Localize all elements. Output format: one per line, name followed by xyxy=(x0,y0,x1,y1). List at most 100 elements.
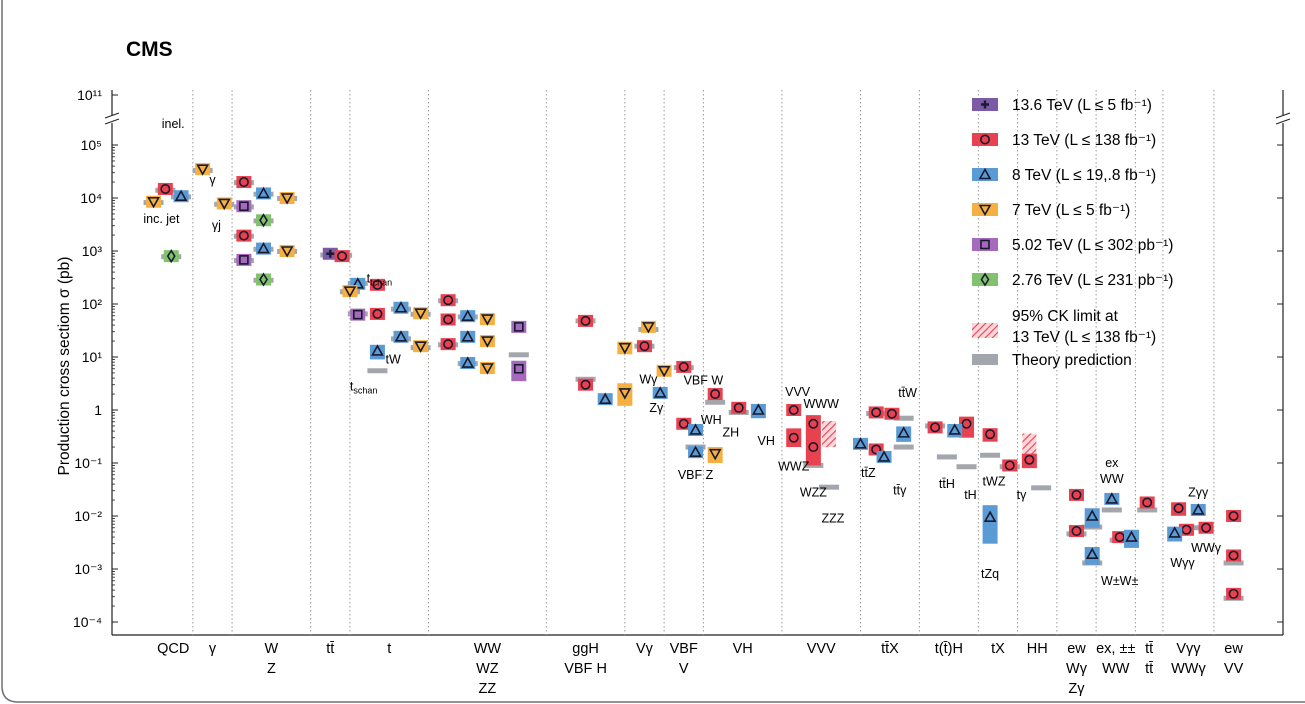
data-marker xyxy=(854,437,867,449)
data-marker xyxy=(257,241,270,254)
data-marker xyxy=(1228,588,1239,599)
data-marker xyxy=(639,341,650,352)
annotation: Wγγ xyxy=(1170,556,1195,570)
data-marker xyxy=(414,341,427,353)
y-tick-label: 10¹¹ xyxy=(77,87,102,103)
annotation: γ xyxy=(209,173,216,187)
data-marker xyxy=(1181,524,1192,535)
data-marker xyxy=(461,309,475,321)
data-band xyxy=(236,253,252,266)
annotation: inel. xyxy=(162,117,185,131)
data-marker xyxy=(372,308,383,319)
data-marker xyxy=(710,389,721,400)
category-label: HH xyxy=(1027,641,1048,657)
data-marker xyxy=(461,356,475,368)
annotation: tt̄γ xyxy=(893,484,907,498)
data-marker xyxy=(897,426,911,438)
annotation: VBF W xyxy=(684,374,724,388)
annotation: Wγ xyxy=(639,372,658,386)
data-marker xyxy=(983,510,997,522)
y-tick-label: 10⁻¹ xyxy=(74,455,102,471)
category-label: tX xyxy=(991,641,1005,657)
theory-bar xyxy=(1031,485,1052,491)
legend-label: 8 TeV (L ≤ 19,.8 fb⁻¹) xyxy=(1012,167,1156,184)
category-label: Vγ xyxy=(636,641,654,657)
data-marker xyxy=(877,450,891,462)
data-band xyxy=(163,250,179,263)
y-tick-label: 10¹ xyxy=(82,349,103,365)
data-marker xyxy=(752,403,765,415)
legend-swatch xyxy=(972,273,998,286)
data-marker xyxy=(733,402,744,413)
theory-bar xyxy=(1223,560,1244,566)
data-marker xyxy=(196,164,210,176)
legend-swatch xyxy=(972,354,998,365)
annotation: WH xyxy=(701,413,722,427)
annotation: tWZ xyxy=(983,474,1006,488)
theory-bar xyxy=(1137,507,1158,513)
legend-label: Theory prediction xyxy=(1012,352,1132,369)
legend-label: 5.02 TeV (L ≤ 302 pb⁻¹) xyxy=(1012,237,1173,254)
data-marker xyxy=(948,423,962,435)
data-marker xyxy=(580,379,591,390)
annotation: Zγ xyxy=(649,401,664,415)
y-tick-label: 10⁻³ xyxy=(74,561,102,577)
theory-bar xyxy=(936,454,957,460)
data-band xyxy=(805,415,821,435)
theory-bar xyxy=(1101,507,1122,513)
data-marker xyxy=(1004,460,1015,471)
data-marker xyxy=(1142,497,1153,508)
y-axis-title: Production cross sectiom σ (pb) xyxy=(56,257,73,476)
data-marker xyxy=(808,442,819,453)
data-marker xyxy=(689,445,702,457)
theory-bar xyxy=(819,484,840,490)
data-band xyxy=(369,344,385,360)
data-marker xyxy=(259,213,268,228)
data-marker xyxy=(443,295,454,306)
data-marker xyxy=(961,418,972,429)
axis-break-gap xyxy=(105,115,119,123)
data-band xyxy=(1123,529,1139,548)
legend-swatch xyxy=(972,323,998,338)
category-label: WW xyxy=(1102,661,1130,677)
data-band xyxy=(511,360,527,382)
data-marker xyxy=(238,177,249,188)
annotation: tγ xyxy=(1017,488,1027,502)
category-label: W xyxy=(265,641,279,657)
data-marker xyxy=(1024,454,1035,465)
annotation: tt̄Z xyxy=(861,466,876,480)
data-marker xyxy=(372,279,383,290)
category-label: VBF H xyxy=(564,661,607,677)
annotation: tH xyxy=(964,488,977,502)
theory-bar xyxy=(508,352,529,358)
annotation: tt̄H xyxy=(939,477,955,491)
y-tick-label: 10³ xyxy=(82,243,103,259)
data-marker xyxy=(351,277,365,289)
y-tick-label: 1 xyxy=(94,402,102,418)
data-marker xyxy=(147,196,160,209)
category-label: V xyxy=(679,661,689,677)
category-label: ZZ xyxy=(479,681,497,697)
data-marker xyxy=(1114,532,1125,543)
data-marker xyxy=(1168,526,1182,538)
data-marker xyxy=(580,315,591,326)
data-marker xyxy=(514,363,524,374)
annotation: W±W± xyxy=(1101,574,1138,588)
axis-break-mark xyxy=(1275,112,1291,125)
data-marker xyxy=(1085,509,1099,521)
legend-marker xyxy=(979,134,990,145)
annotation: VVV xyxy=(785,385,811,399)
legend-label: 95% CK limit at xyxy=(1012,308,1119,325)
data-marker xyxy=(394,330,408,342)
category-label: γ xyxy=(209,641,217,657)
category-label: Zγ xyxy=(1068,681,1085,697)
category-label: ew xyxy=(1067,641,1086,657)
data-marker xyxy=(708,448,722,461)
annotation: WZZ xyxy=(800,485,827,499)
category-label: Vγγ xyxy=(1176,641,1201,657)
legend-marker xyxy=(980,239,990,250)
data-marker xyxy=(259,272,268,287)
annotation: Zγγ xyxy=(1188,485,1209,499)
data-marker xyxy=(618,388,632,400)
